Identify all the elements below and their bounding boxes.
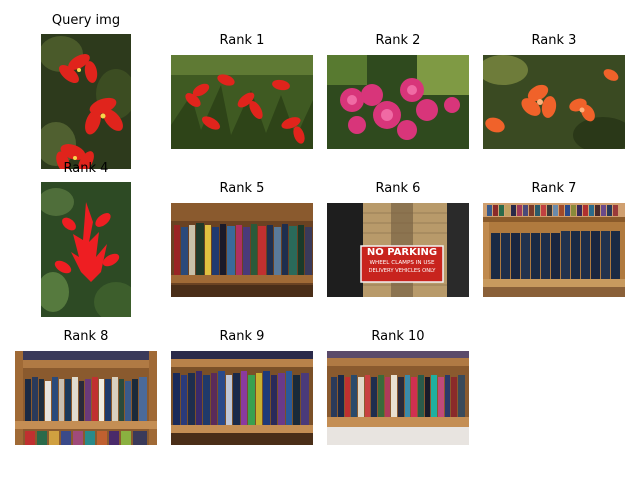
rank-10-title: Rank 10	[371, 329, 425, 344]
sign-line-1: NO PARKING	[366, 247, 438, 258]
query-image	[41, 34, 131, 169]
rank-4-image	[41, 182, 131, 317]
rank-6-title: Rank 6	[375, 181, 421, 196]
rank-1-image	[171, 55, 313, 149]
rank-3-image	[483, 55, 625, 149]
rank-9-title: Rank 9	[219, 329, 265, 344]
rank-8-title: Rank 8	[63, 329, 109, 344]
rank-4-title: Rank 4	[63, 161, 109, 176]
query-title: Query img	[51, 13, 121, 28]
sign-line-3: DELIVERY VEHICLES ONLY	[368, 267, 436, 274]
rank-3-title: Rank 3	[531, 33, 577, 48]
rank-7-image	[483, 203, 625, 297]
rank-2-image	[327, 55, 469, 149]
rank-9-image	[171, 351, 313, 445]
rank-7-title: Rank 7	[531, 181, 577, 196]
rank-5-image	[171, 203, 313, 297]
rank-5-title: Rank 5	[219, 181, 265, 196]
rank-8-image	[15, 351, 157, 445]
rank-6-image: NO PARKING WHEEL CLAMPS IN USE DELIVERY …	[327, 203, 469, 297]
sign-line-2: WHEEL CLAMPS IN USE	[369, 260, 435, 266]
rank-2-title: Rank 2	[375, 33, 421, 48]
rank-10-image	[327, 351, 469, 445]
rank-1-title: Rank 1	[219, 33, 265, 48]
